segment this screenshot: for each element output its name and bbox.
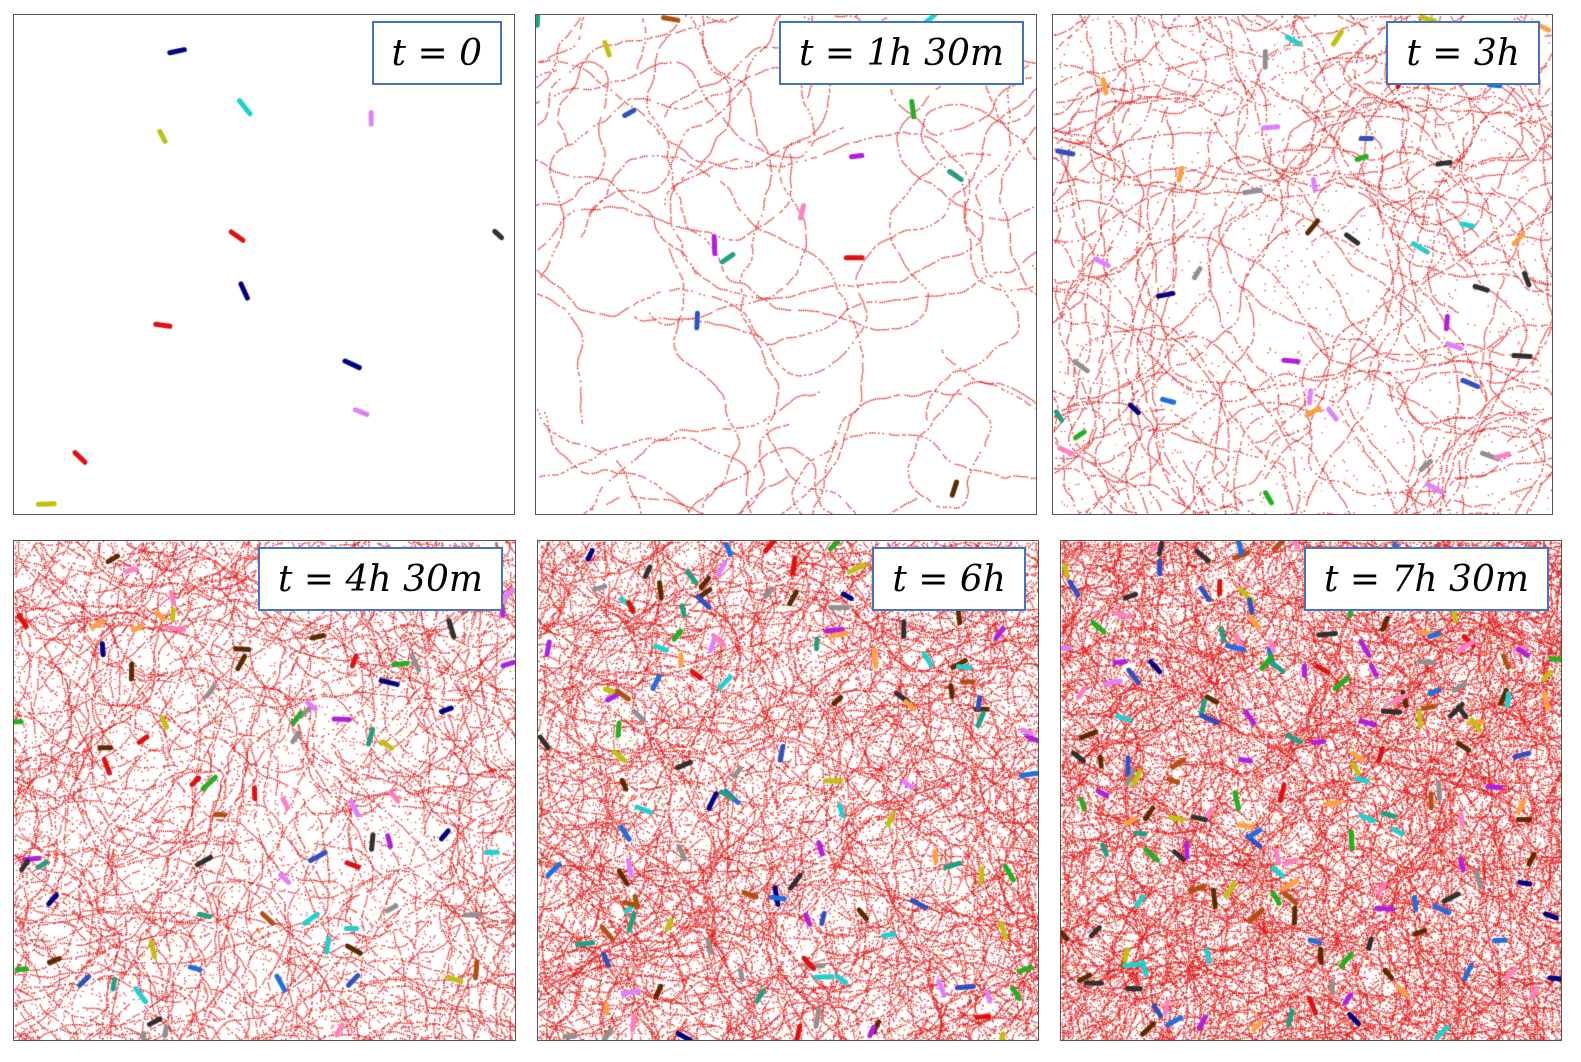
- time-label: t = 3h: [1386, 21, 1540, 85]
- time-value: 6h: [959, 558, 1006, 600]
- equals-sign: =: [824, 32, 856, 74]
- panel-t4h30m: t = 4h 30m: [13, 540, 516, 1041]
- panel-t3h: t = 3h: [1052, 14, 1553, 515]
- panel-t1h30m: t = 1h 30m: [535, 14, 1037, 515]
- time-variable: t: [798, 32, 814, 74]
- time-value: 3h: [1473, 32, 1520, 74]
- time-variable: t: [391, 32, 407, 74]
- equals-sign: =: [1349, 558, 1381, 600]
- equals-sign: =: [1432, 32, 1463, 74]
- time-label: t = 4h 30m: [257, 547, 503, 611]
- simulation-canvas: [536, 15, 1036, 514]
- time-variable: t: [892, 558, 907, 600]
- simulation-canvas: [538, 541, 1038, 1040]
- time-label: t = 7h 30m: [1303, 547, 1549, 611]
- panel-t7h30m: t = 7h 30m: [1060, 540, 1562, 1041]
- time-variable: t: [1323, 558, 1339, 600]
- panel-t0: t = 0: [13, 14, 515, 515]
- time-value: 1h 30m: [866, 32, 1004, 74]
- panel-t6h: t = 6h: [537, 540, 1039, 1041]
- simulation-canvas: [1061, 541, 1561, 1040]
- time-label: t = 1h 30m: [778, 21, 1024, 85]
- time-value: 4h 30m: [345, 558, 483, 600]
- simulation-canvas: [1053, 15, 1552, 514]
- time-variable: t: [277, 558, 293, 600]
- time-label: t = 0: [371, 21, 502, 85]
- simulation-canvas: [14, 15, 514, 514]
- time-value: 0: [459, 32, 482, 74]
- time-value: 7h 30m: [1391, 558, 1529, 600]
- equals-sign: =: [918, 558, 949, 600]
- time-variable: t: [1406, 32, 1421, 74]
- time-label: t = 6h: [872, 547, 1026, 611]
- simulation-canvas: [14, 541, 515, 1040]
- equals-sign: =: [417, 32, 448, 74]
- equals-sign: =: [303, 558, 335, 600]
